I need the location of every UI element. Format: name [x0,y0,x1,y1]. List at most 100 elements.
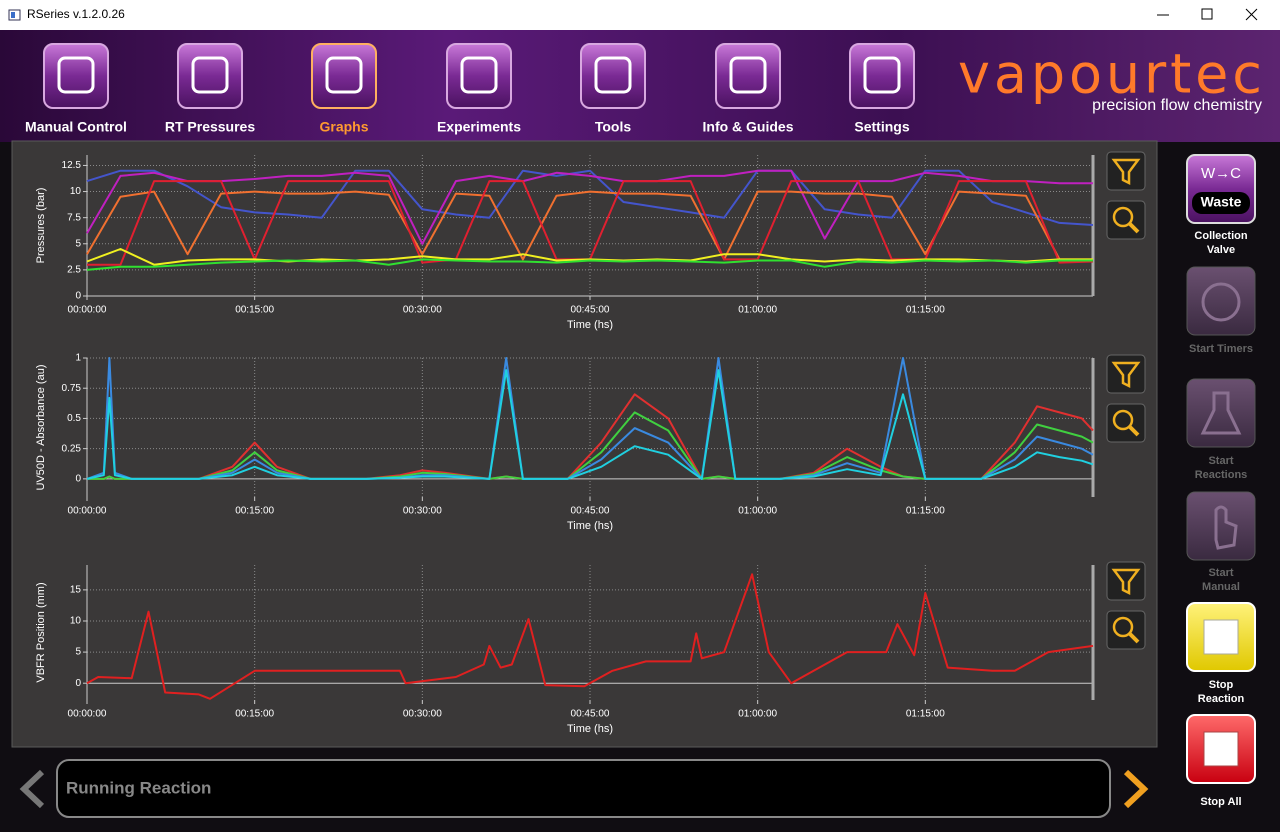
y-tick-label: 5 [75,647,81,658]
series-line [86,369,1094,480]
icon [1111,361,1141,389]
nav-icon [594,56,632,94]
nav-item[interactable]: Tools [580,43,646,135]
x-tick-label: 00:00:00 [68,709,107,720]
nav-button [43,43,109,109]
x-axis-label: Time (hs) [567,520,613,532]
y-tick-label: 0.25 [62,443,82,454]
x-axis-label: Time (hs) [567,319,613,331]
y-tick-label: 2.5 [67,265,81,276]
side-label: Collection Valve [1194,230,1248,256]
y-tick-label: 1 [75,353,81,364]
x-tick-label: 01:00:00 [738,709,777,720]
nav-item[interactable]: Graphs [311,43,377,135]
y-tick-label: 5 [75,238,81,249]
series-line [86,573,1094,700]
status-text: Running Reaction [66,778,211,797]
nav-item[interactable]: Info & Guides [703,43,794,135]
tool-button [1106,403,1146,443]
nav-label: Graphs [319,119,368,135]
y-axis-label: UV50D - Absorbance (au) [35,365,47,491]
prev-arrow[interactable] [19,769,45,809]
nav-button [580,43,646,109]
x-tick-label: 00:45:00 [571,709,610,720]
x-tick-label: 00:30:00 [403,709,442,720]
logo-tagline: precision flow chemistry [1092,97,1262,114]
side-label: Stop Reaction [1197,679,1245,705]
x-tick-label: 01:15:00 [906,709,945,720]
icon [1203,619,1239,655]
tool-button [1106,610,1146,650]
series-line [86,190,1093,261]
start-timers-button[interactable] [1186,266,1256,336]
x-axis-label: Time (hs) [567,723,613,735]
series-line [86,258,1093,271]
nav-icon [191,56,229,94]
next-arrow[interactable] [1123,769,1149,809]
tool-button [1106,151,1146,191]
nav-label: Tools [595,119,632,135]
nav-icon [863,56,901,94]
valve-badge: W→C [1201,165,1241,182]
x-tick-label: 00:00:00 [68,305,107,316]
nav-item[interactable]: Experiments [437,43,521,135]
nav-label: Info & Guides [703,119,794,135]
y-tick-label: 0 [75,474,81,485]
y-axis-label: Pressures (bar) [35,188,47,264]
icon [1112,409,1134,431]
zoom-button[interactable] [1106,403,1146,443]
icon [1128,632,1140,644]
nav-icon [460,56,498,94]
x-tick-label: 00:30:00 [403,305,442,316]
nav-item[interactable]: Manual Control [25,43,127,135]
x-tick-label: 00:00:00 [68,506,107,517]
start-manual-button[interactable] [1186,491,1256,561]
y-tick-label: 7.5 [67,212,81,223]
app-icon [11,12,15,18]
nav-label: Manual Control [25,119,127,135]
nav-button [715,43,781,109]
filter-button[interactable] [1106,561,1146,601]
y-tick-label: 15 [70,585,82,596]
y-tick-label: 0 [75,291,81,302]
series-line [86,248,1093,266]
y-tick-label: 10 [70,616,82,627]
maximize[interactable] [1201,8,1213,20]
start-reactions-button[interactable] [1186,378,1256,448]
x-tick-label: 00:45:00 [571,305,610,316]
nav-item[interactable]: RT Pressures [165,43,255,135]
icon [1112,206,1134,228]
window-title: RSeries v.1.2.0.26 [27,7,125,21]
x-tick-label: 00:15:00 [235,305,274,316]
title-bar [0,0,1280,30]
y-tick-label: 0.75 [62,383,82,394]
x-tick-label: 01:00:00 [738,305,777,316]
close[interactable] [1245,8,1258,21]
nav-icon [57,56,95,94]
nav-item[interactable]: Settings [849,43,915,135]
x-tick-label: 00:15:00 [235,506,274,517]
x-tick-label: 01:15:00 [906,506,945,517]
icon [1111,568,1141,596]
x-tick-label: 00:15:00 [235,709,274,720]
logo: vapourtec [958,43,1262,106]
icon [1112,616,1134,638]
side-label: Start Manual [1202,567,1240,593]
y-axis-label: VBFR Position (mm) [35,582,47,682]
filter-button[interactable] [1106,151,1146,191]
valve-state-pill [1192,192,1250,214]
side-label: Start Timers [1189,343,1253,355]
icon [1111,158,1141,186]
zoom-button[interactable] [1106,610,1146,650]
nav-label: Settings [854,119,909,135]
x-tick-label: 01:00:00 [738,506,777,517]
side-label: Stop All [1200,796,1242,808]
zoom-button[interactable] [1106,200,1146,240]
x-tick-label: 01:15:00 [906,305,945,316]
tool-button [1106,561,1146,601]
y-tick-label: 0 [75,678,81,689]
x-tick-label: 00:45:00 [571,506,610,517]
filter-button[interactable] [1106,354,1146,394]
